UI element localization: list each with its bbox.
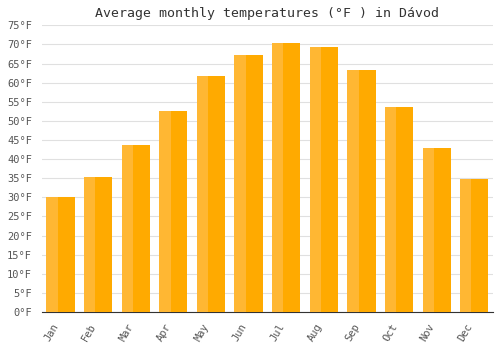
Bar (84, 177, 112, 312)
Bar (460, 180, 471, 312)
Bar (197, 76, 225, 312)
Bar (348, 70, 358, 312)
Bar (385, 107, 396, 312)
Bar (310, 47, 338, 312)
Bar (84, 177, 96, 312)
Bar (385, 107, 413, 312)
Bar (197, 76, 208, 312)
Bar (348, 70, 376, 312)
Bar (234, 55, 262, 312)
Bar (310, 47, 321, 312)
Bar (46, 197, 58, 312)
Bar (422, 148, 450, 312)
Bar (122, 145, 133, 312)
Bar (272, 43, 300, 312)
Bar (159, 111, 170, 312)
Title: Average monthly temperatures (°F ) in Dávod: Average monthly temperatures (°F ) in Dá… (96, 7, 440, 20)
Bar (422, 148, 434, 312)
Bar (122, 145, 150, 312)
Bar (460, 180, 488, 312)
Bar (234, 55, 246, 312)
Bar (272, 43, 283, 312)
Bar (159, 111, 188, 312)
Bar (46, 197, 74, 312)
